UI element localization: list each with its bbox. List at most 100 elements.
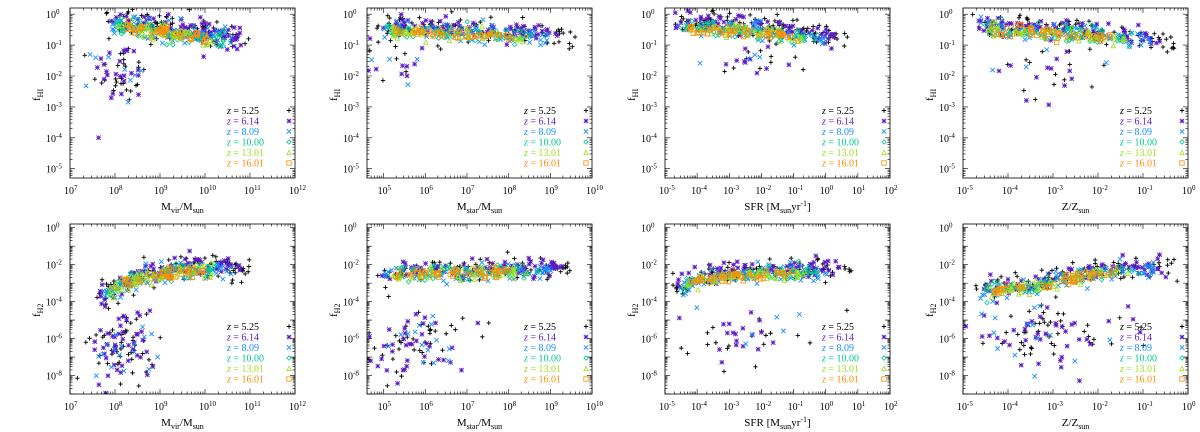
data-point — [754, 266, 759, 271]
axis-ticks — [69, 224, 296, 395]
data-point — [162, 19, 168, 25]
data-point — [1156, 260, 1162, 265]
data-point — [546, 264, 552, 270]
data-point — [503, 27, 509, 33]
data-point — [1168, 34, 1174, 40]
data-point — [734, 259, 740, 265]
data-point — [422, 354, 428, 360]
data-point — [1148, 45, 1154, 50]
legend-marker — [1179, 365, 1185, 372]
data-point — [1089, 84, 1095, 90]
x-tick-label: 105 — [378, 400, 392, 413]
data-point — [1165, 49, 1170, 55]
data-point — [1005, 276, 1011, 282]
data-point — [725, 279, 731, 285]
data-point — [559, 263, 565, 269]
data-point — [117, 58, 123, 64]
data-point — [135, 67, 141, 73]
data-point — [774, 314, 780, 320]
data-point — [117, 294, 123, 300]
data-point — [458, 38, 464, 44]
data-point — [144, 18, 150, 24]
data-point — [1040, 49, 1045, 54]
data-point — [194, 32, 200, 38]
data-point — [111, 362, 117, 368]
data-point — [1124, 270, 1131, 276]
data-point — [821, 36, 827, 42]
data-point — [455, 35, 461, 41]
data-point — [106, 19, 111, 24]
data-point — [1013, 23, 1019, 29]
x-tick-label: 100 — [1182, 400, 1196, 413]
data-point — [443, 331, 449, 336]
data-point — [1073, 32, 1080, 38]
y-tick-label: 10-8 — [641, 370, 657, 383]
data-point — [735, 265, 741, 271]
data-point — [487, 31, 493, 38]
x-tick-label: 106 — [419, 400, 433, 413]
data-point — [1033, 74, 1039, 80]
legend-label: z = 10.00 — [821, 138, 859, 149]
data-point — [730, 330, 736, 336]
data-point — [105, 373, 111, 379]
data-point — [195, 31, 201, 37]
data-point — [686, 270, 692, 276]
data-point — [472, 37, 478, 44]
data-point — [466, 271, 473, 277]
data-point — [559, 27, 564, 32]
data-point — [420, 320, 426, 326]
x-tick-label: 10-5 — [957, 184, 973, 197]
data-point — [985, 26, 992, 33]
data-point — [763, 33, 770, 39]
data-point — [431, 360, 437, 366]
data-point — [726, 260, 732, 265]
data-point — [94, 65, 100, 70]
legend-marker — [583, 128, 589, 135]
data-point — [565, 264, 570, 270]
data-point — [209, 38, 215, 45]
y-tick-label: 10-1 — [46, 39, 62, 52]
data-point — [138, 354, 144, 360]
data-point — [772, 18, 778, 24]
data-point — [199, 21, 205, 27]
data-point — [214, 266, 220, 272]
data-point — [757, 276, 764, 282]
data-point — [1029, 285, 1035, 291]
scatter-panel-6: 105 106 107 108 109 101010-810-610-410-2100Ms… — [328, 222, 604, 431]
data-point — [733, 331, 739, 337]
data-point — [1054, 56, 1060, 62]
legend-label: z = 6.14 — [226, 333, 259, 344]
data-point — [757, 54, 763, 60]
data-point — [1099, 29, 1105, 35]
data-point — [185, 260, 191, 266]
data-point — [745, 31, 751, 37]
data-point — [228, 35, 234, 41]
data-point — [823, 280, 828, 285]
data-point — [419, 331, 425, 337]
data-point — [399, 63, 405, 69]
data-point — [991, 32, 997, 39]
data-point — [705, 13, 711, 19]
data-point — [716, 274, 722, 281]
data-point — [1047, 332, 1053, 338]
data-point — [404, 73, 410, 79]
data-point — [705, 330, 710, 335]
data-point — [382, 34, 388, 40]
data-point — [528, 259, 534, 265]
data-point — [696, 29, 702, 35]
data-point — [673, 22, 678, 27]
data-point — [1133, 256, 1139, 261]
data-point — [118, 346, 124, 352]
data-point — [1087, 47, 1093, 52]
x-tick-label: 10-3 — [723, 184, 739, 197]
data-point — [716, 32, 722, 38]
data-point — [527, 39, 533, 45]
data-point — [1147, 35, 1153, 41]
y-axis-label: fHI — [924, 89, 938, 101]
data-point — [417, 15, 422, 20]
data-point — [1109, 272, 1116, 278]
legend: z = 5.25z = 6.14z = 8.09z = 10.00z = 13.… — [226, 322, 292, 386]
y-axis-label: fH2 — [924, 304, 938, 317]
data-point — [132, 30, 138, 36]
data-point — [1065, 271, 1071, 277]
